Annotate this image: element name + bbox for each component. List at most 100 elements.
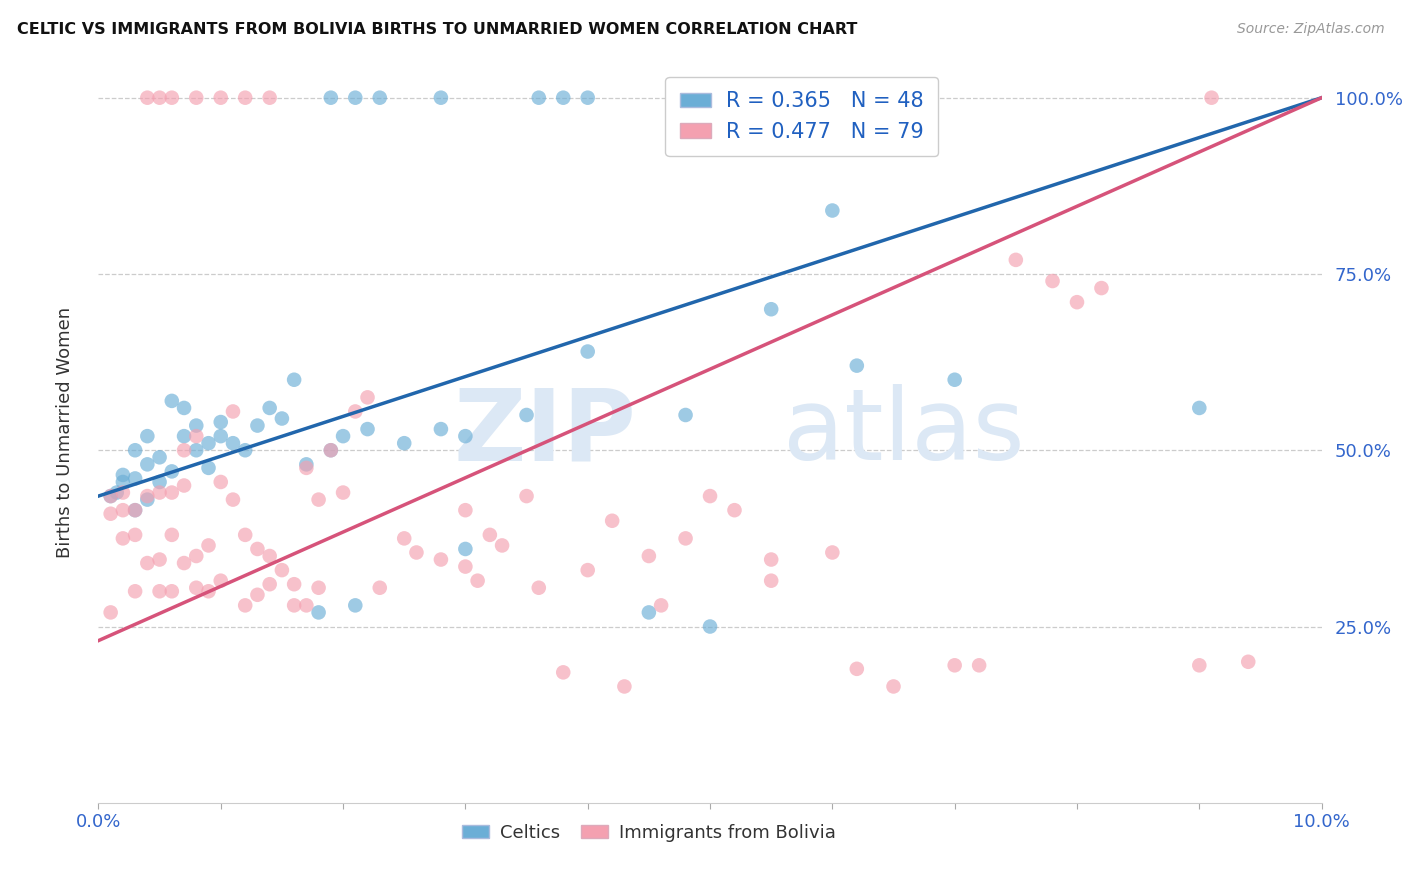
Point [319, 91, 342, 105]
Point [136, 458, 159, 472]
Point [392, 436, 416, 450]
Point [222, 436, 245, 450]
Point [186, 549, 208, 563]
Point [100, 489, 122, 503]
Point [160, 393, 183, 408]
Point [613, 680, 636, 694]
Point [308, 606, 330, 620]
Point [100, 489, 122, 503]
Point [124, 443, 146, 458]
Point [233, 599, 256, 613]
Point [173, 443, 195, 458]
Point [160, 528, 183, 542]
Point [295, 599, 318, 613]
Point [124, 503, 146, 517]
Point [516, 408, 538, 422]
Point [516, 489, 538, 503]
Point [553, 665, 575, 680]
Point [759, 302, 782, 317]
Point [392, 532, 416, 546]
Point [259, 577, 281, 591]
Point [259, 401, 281, 415]
Point [186, 443, 208, 458]
Point [111, 503, 134, 517]
Point [124, 471, 146, 485]
Text: CELTIC VS IMMIGRANTS FROM BOLIVIA BIRTHS TO UNMARRIED WOMEN CORRELATION CHART: CELTIC VS IMMIGRANTS FROM BOLIVIA BIRTHS… [17, 22, 858, 37]
Point [319, 443, 342, 458]
Legend: Celtics, Immigrants from Bolivia: Celtics, Immigrants from Bolivia [454, 817, 844, 849]
Point [759, 552, 782, 566]
Point [111, 475, 134, 489]
Point [197, 584, 219, 599]
Point [491, 538, 513, 552]
Point [845, 359, 868, 373]
Point [222, 492, 245, 507]
Point [283, 577, 305, 591]
Text: ZIP: ZIP [454, 384, 637, 481]
Point [576, 563, 599, 577]
Point [553, 91, 575, 105]
Point [124, 584, 146, 599]
Point [430, 91, 453, 105]
Point [356, 422, 378, 436]
Point [821, 203, 844, 218]
Point [186, 581, 208, 595]
Point [186, 429, 208, 443]
Point [1201, 91, 1223, 105]
Point [1188, 658, 1211, 673]
Point [576, 344, 599, 359]
Point [136, 492, 159, 507]
Point [209, 574, 232, 588]
Point [197, 461, 219, 475]
Point [344, 599, 367, 613]
Point [233, 528, 256, 542]
Point [699, 489, 721, 503]
Point [576, 91, 599, 105]
Point [105, 485, 128, 500]
Point [308, 581, 330, 595]
Point [160, 584, 183, 599]
Text: atlas: atlas [783, 384, 1025, 481]
Point [675, 408, 697, 422]
Point [246, 588, 269, 602]
Point [454, 503, 477, 517]
Point [454, 429, 477, 443]
Point [149, 450, 172, 465]
Y-axis label: Births to Unmarried Women: Births to Unmarried Women [56, 307, 75, 558]
Point [160, 485, 183, 500]
Point [149, 485, 172, 500]
Point [650, 599, 672, 613]
Point [233, 91, 256, 105]
Point [270, 411, 292, 425]
Point [270, 563, 292, 577]
Point [160, 91, 183, 105]
Point [368, 91, 391, 105]
Point [149, 584, 172, 599]
Point [821, 545, 844, 559]
Point [356, 390, 378, 404]
Point [197, 538, 219, 552]
Point [759, 574, 782, 588]
Point [233, 443, 256, 458]
Point [136, 429, 159, 443]
Point [209, 91, 232, 105]
Point [283, 599, 305, 613]
Point [332, 485, 354, 500]
Point [209, 475, 232, 489]
Point [1004, 252, 1026, 267]
Point [124, 528, 146, 542]
Point [332, 429, 354, 443]
Point [136, 556, 159, 570]
Point [1066, 295, 1088, 310]
Point [259, 91, 281, 105]
Point [967, 658, 990, 673]
Point [405, 545, 427, 559]
Point [368, 581, 391, 595]
Point [100, 606, 122, 620]
Point [1042, 274, 1064, 288]
Point [308, 492, 330, 507]
Point [111, 485, 134, 500]
Point [173, 478, 195, 492]
Point [124, 503, 146, 517]
Point [209, 415, 232, 429]
